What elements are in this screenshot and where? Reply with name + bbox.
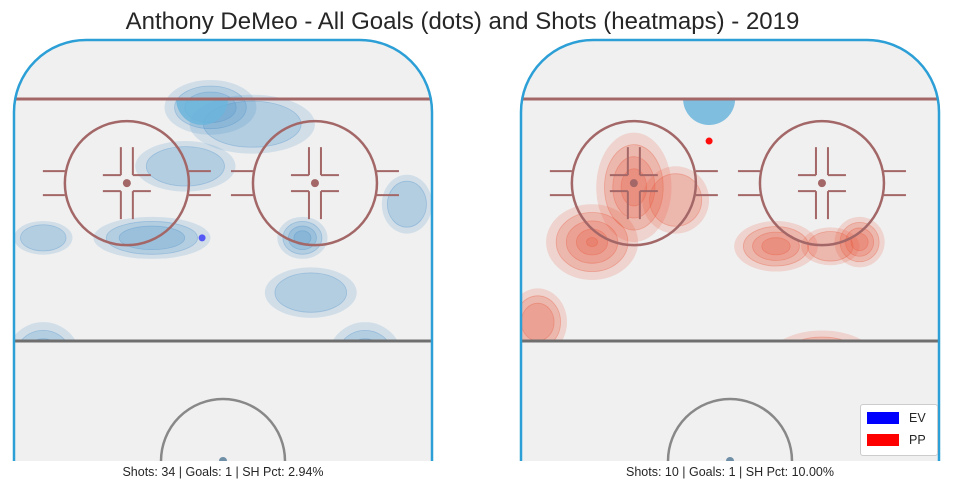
heat-contour bbox=[801, 227, 860, 266]
heat-contour bbox=[14, 330, 74, 342]
heat-contour bbox=[779, 336, 865, 342]
legend-swatch-ev bbox=[867, 412, 899, 424]
heat-contour bbox=[845, 227, 875, 257]
heat-contour bbox=[93, 216, 211, 259]
left-panel-caption: Shots: 34 | Goals: 1 | SH Pct: 2.94% bbox=[122, 465, 324, 479]
heat-contour bbox=[546, 204, 639, 280]
center-dot bbox=[726, 457, 734, 461]
heat-contour bbox=[521, 302, 555, 342]
chart-title: Anthony DeMeo - All Goals (dots) and Sho… bbox=[125, 8, 800, 35]
heat-contour bbox=[521, 295, 561, 342]
heat-contour bbox=[612, 156, 656, 219]
faceoff-dot bbox=[310, 179, 319, 188]
heat-contour bbox=[381, 174, 432, 234]
heat-contour bbox=[807, 231, 854, 262]
heat-contour bbox=[277, 216, 328, 259]
left-ice-content bbox=[14, 79, 432, 461]
heat-contour bbox=[555, 212, 629, 273]
faceoff-dot bbox=[629, 179, 638, 188]
left-rink-panel bbox=[12, 38, 434, 461]
faceoff-circle bbox=[230, 119, 399, 247]
heat-contour bbox=[335, 330, 395, 342]
heat-contour bbox=[752, 231, 800, 261]
faceoff-ring bbox=[251, 119, 379, 247]
goal-dot bbox=[198, 234, 206, 242]
heat-contour bbox=[145, 146, 225, 187]
center-dot bbox=[219, 457, 227, 461]
heat-contour bbox=[14, 221, 73, 255]
heat-contour bbox=[586, 237, 598, 248]
faceoff-ring bbox=[63, 119, 191, 247]
heat-contour bbox=[264, 267, 357, 318]
right-ice-content bbox=[521, 97, 939, 461]
heat-contour bbox=[20, 224, 67, 252]
faceoff-dot bbox=[122, 179, 131, 188]
legend: EV PP bbox=[860, 404, 938, 456]
heat-contour bbox=[834, 216, 885, 268]
heat-contour bbox=[642, 166, 710, 234]
heat-contour bbox=[604, 144, 664, 231]
center-circle bbox=[666, 397, 794, 461]
heat-contour bbox=[21, 338, 65, 342]
faceoff-ring bbox=[758, 119, 886, 247]
heat-contour bbox=[521, 288, 567, 342]
left-boards bbox=[12, 38, 434, 461]
heat-contour bbox=[343, 338, 387, 342]
right-boards bbox=[519, 38, 941, 461]
heat-contour bbox=[734, 221, 818, 272]
goal-crease bbox=[683, 98, 736, 125]
right-panel-caption: Shots: 10 | Goals: 1 | SH Pct: 10.00% bbox=[626, 465, 834, 479]
faceoff-circle bbox=[737, 119, 906, 247]
heat-contour bbox=[386, 180, 427, 228]
heat-contour bbox=[596, 132, 672, 243]
legend-label-pp: PP bbox=[909, 433, 926, 447]
heat-contour bbox=[135, 141, 236, 192]
faceoff-dot bbox=[817, 179, 826, 188]
heat-contour bbox=[761, 237, 791, 256]
faceoff-circle bbox=[42, 119, 211, 247]
left-ice-surface bbox=[14, 40, 432, 461]
goal-crease bbox=[176, 98, 229, 125]
legend-label-ev: EV bbox=[909, 411, 926, 425]
center-circle bbox=[159, 397, 287, 461]
right-rink-panel bbox=[519, 38, 941, 461]
goal-dot bbox=[705, 137, 713, 145]
faceoff-ring bbox=[570, 119, 698, 247]
heat-contour bbox=[274, 272, 348, 313]
faceoff-circle bbox=[549, 119, 718, 247]
legend-swatch-pp bbox=[867, 434, 899, 446]
right-ice-surface bbox=[521, 40, 939, 461]
